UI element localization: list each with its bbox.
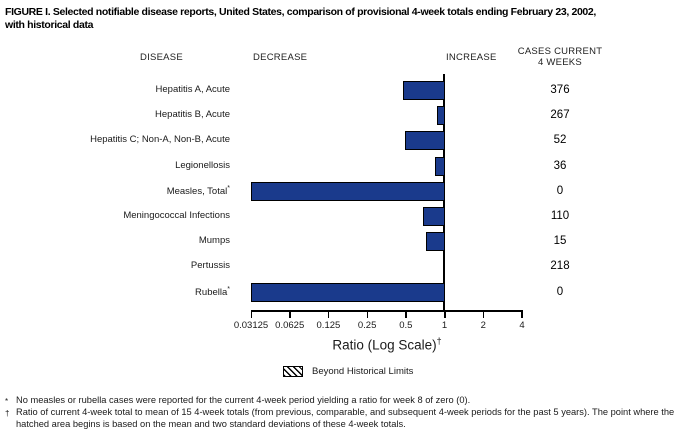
disease-label: Mumps [198, 235, 230, 247]
cases-value: 376 [550, 84, 570, 96]
disease-label: Legionellosis [175, 159, 230, 171]
x-axis-label: Ratio (Log Scale)† [251, 336, 523, 353]
footnote-reference-mark: * [227, 285, 230, 293]
footnote-text: Ratio of current 4-week total to mean of… [16, 407, 675, 429]
x-axis-tick-label: 0.0625 [275, 320, 305, 331]
column-header-cases: CASES CURRENT 4 WEEKS [505, 46, 615, 68]
x-axis-tick-label: 4 [519, 320, 525, 331]
cases-value: 0 [556, 285, 564, 298]
x-axis-label-text: Ratio (Log Scale) [332, 337, 437, 353]
disease-label: Measles, Total* [166, 184, 230, 197]
x-axis-tick [327, 312, 330, 318]
disease-label: Hepatitis C; Non-A, Non-B, Acute [90, 134, 230, 146]
x-axis-tick-label: 0.125 [316, 320, 341, 331]
cases-value: 15 [553, 235, 567, 248]
figure-title: FIGURE I. Selected notifiable disease re… [5, 6, 685, 32]
hatched-swatch-icon [283, 366, 303, 377]
disease-label: Rubella* [195, 285, 230, 298]
x-axis-label-dagger: † [436, 336, 442, 346]
footnote-marker: † [5, 408, 10, 418]
footnote-marker: * [5, 396, 9, 406]
column-header-cases-line1: CASES CURRENT [517, 46, 603, 57]
x-axis-tick [250, 312, 252, 318]
column-header-cases-line2: 4 WEEKS [538, 57, 582, 68]
x-axis-tick-label: 0.5 [399, 320, 413, 331]
x-axis-tick [482, 312, 485, 318]
footnote-text: No measles or rubella cases were reporte… [16, 395, 471, 405]
ratio-bar [251, 181, 445, 201]
x-axis-tick-label: 2 [480, 320, 486, 331]
column-header-decrease: DECREASE [253, 52, 308, 63]
x-axis-tick [366, 312, 369, 318]
footnote-dagger: † Ratio of current 4-week total to mean … [5, 407, 681, 430]
ratio-bar [251, 282, 445, 302]
figure-title-line1: FIGURE I. Selected notifiable disease re… [5, 6, 596, 18]
cases-value: 110 [550, 210, 570, 222]
disease-label: Pertussis [190, 260, 230, 272]
legend-label: Beyond Historical Limits [312, 366, 414, 377]
x-axis-tick-label: 0.03125 [233, 320, 269, 331]
x-axis-tick [289, 312, 291, 318]
cases-value: 52 [553, 134, 567, 147]
cases-value: 218 [550, 260, 570, 273]
ratio-bar [404, 131, 445, 151]
cases-value: 0 [556, 184, 564, 197]
footnote-asterisk: * No measles or rubella cases were repor… [5, 395, 681, 407]
x-axis-tick [444, 312, 446, 318]
ratio-bar [425, 232, 445, 252]
cases-value: 267 [550, 109, 570, 122]
ratio-bar [402, 81, 445, 100]
x-axis-tick [521, 312, 523, 318]
ratio-bar [436, 106, 445, 126]
ratio-bar [434, 156, 445, 176]
x-axis-line [251, 310, 523, 312]
column-header-increase: INCREASE [446, 52, 497, 63]
disease-label: Hepatitis B, Acute [155, 109, 230, 121]
x-axis-tick [405, 312, 407, 318]
x-axis-tick-label: 0.25 [357, 320, 377, 331]
figure-title-line2: with historical data [5, 19, 94, 31]
cases-value: 36 [553, 159, 567, 172]
footnotes: * No measles or rubella cases were repor… [5, 395, 681, 430]
disease-label: Meningococcal Infections [123, 210, 230, 221]
disease-label: Hepatitis A, Acute [155, 84, 230, 95]
ratio-bar [422, 207, 445, 226]
column-header-disease: DISEASE [140, 52, 183, 63]
x-axis-tick-label: 1 [441, 320, 448, 331]
footnote-reference-mark: * [227, 184, 230, 192]
